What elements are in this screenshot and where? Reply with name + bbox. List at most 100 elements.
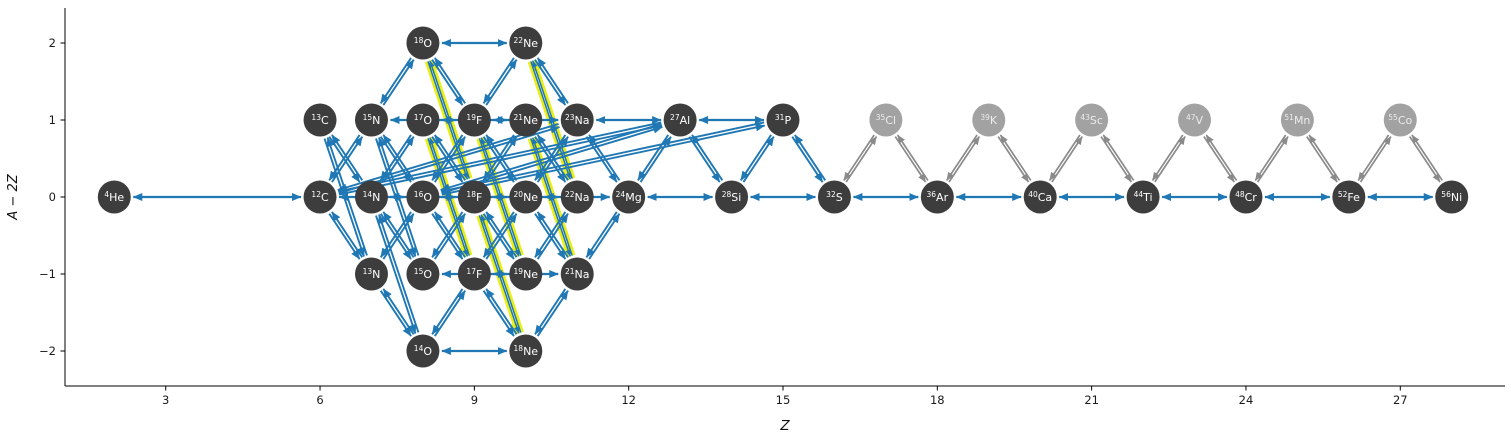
edge-p-capture-F17-Ne18: [485, 288, 518, 335]
nuclide-circle: [1280, 103, 1314, 137]
nuclide-circle: [560, 103, 594, 137]
nuclide-He4: 4He: [97, 180, 131, 214]
nuclide-Ti44: 44Ti: [1126, 180, 1160, 214]
edge-highlight-core-O18-F18: [429, 60, 471, 179]
nuclide-circle: [920, 180, 954, 214]
nuclide-circle: [766, 103, 800, 137]
edge-highlight-core-O17-F17: [427, 138, 469, 257]
nuclide-Na21: 21Na: [560, 257, 594, 291]
nuclide-O15: 15O: [406, 257, 440, 291]
nuclide-Ne18: 18Ne: [509, 334, 543, 368]
edge-highlight-core-O17-F17: [429, 137, 471, 256]
edge-p-capture-P31-S32: [794, 134, 827, 181]
nuclide-Cr48: 48Cr: [1229, 180, 1263, 214]
nuclide-circle: [663, 103, 697, 137]
edge-p-alpha-F19-Ne22: [485, 59, 518, 106]
edge-p-capture-C13-N14: [328, 136, 361, 183]
edge-p-alpha-Na21-Mg24: [585, 211, 618, 258]
nuclide-circle: [457, 180, 491, 214]
edge-highlight-core-F19-Ne19: [480, 137, 522, 256]
nuclide-O18: 18O: [406, 26, 440, 60]
edge-secondary-K39-Ca40: [999, 134, 1032, 181]
nuclide-Ne20: 20Ne: [509, 180, 543, 214]
nuclide-circle: [303, 180, 337, 214]
x-tick-label: 3: [162, 393, 169, 407]
edge-highlight-core-F18-Ne18: [478, 215, 520, 334]
x-tick-label: 24: [1239, 393, 1254, 407]
edge-p-alpha-N15-O18: [382, 59, 415, 106]
nuclide-circle: [509, 180, 543, 214]
edge-p-capture-O16-F17: [434, 211, 466, 258]
edge-highlight-core-F19-Ne19: [478, 138, 520, 257]
edge-secondary-Sc43-Ti44: [1100, 136, 1133, 183]
edge-secondary-Mn51-Fe52: [1308, 134, 1341, 181]
edge-p-capture-Ne21-Na22: [536, 134, 569, 181]
edge-secondary-K39-Ca40: [997, 136, 1030, 183]
nuclide-N13: 13N: [354, 257, 388, 291]
edge-p-alpha-Ne18-Na21: [536, 290, 569, 337]
edge-p-alpha-Ne18-Na21: [534, 288, 567, 335]
edge-secondary-Co55-Ni56: [1411, 134, 1444, 181]
x-axis-label: Z: [779, 418, 790, 434]
nuclide-circle: [972, 103, 1006, 137]
edge-p-alpha-F19-Ne22: [482, 57, 515, 104]
nuclide-Ca40: 40Ca: [1023, 180, 1057, 214]
nuclide-circle: [1435, 180, 1469, 214]
nuclide-circle: [509, 334, 543, 368]
nuclide-circle: [303, 103, 337, 137]
nuclide-P31: 31P: [766, 103, 800, 137]
nuclide-circle: [612, 180, 646, 214]
edge-p-capture-Al27-Si28: [688, 136, 721, 183]
y-tick-label: 0: [49, 190, 56, 204]
nuclide-Mg24: 24Mg: [612, 180, 646, 214]
x-tick-label: 21: [1084, 393, 1099, 407]
nuclide-circle: [406, 180, 440, 214]
nuclide-Na23: 23Na: [560, 103, 594, 137]
nuclide-circle: [560, 180, 594, 214]
edge-highlight-core-Ne22-Na22: [530, 61, 572, 180]
edge-secondary-Ca40-Sc43: [1051, 136, 1083, 183]
nuclide-circle: [869, 103, 903, 137]
edge-secondary-V47-Cr48: [1203, 136, 1235, 183]
edge-secondary-Cl35-Ar36: [896, 134, 929, 181]
nuclide-Ar36: 36Ar: [920, 180, 954, 214]
edge-highlight-core-F18-Ne18: [480, 214, 522, 333]
nuclide-circle: [97, 180, 131, 214]
edge-secondary-S32-Cl35: [845, 136, 878, 183]
edge-p-capture-C12-N13: [331, 211, 364, 258]
edge-secondary-Fe52-Co55: [1357, 134, 1390, 181]
edge-secondary-Cr48-Mn51: [1256, 136, 1289, 183]
edge-secondary-Co55-Ni56: [1408, 136, 1441, 183]
edge-p-capture-P31-S32: [791, 136, 824, 183]
edge-p-alpha-N13-O16: [379, 211, 412, 258]
edge-p-capture-F19-Ne20: [485, 134, 518, 181]
edge-p-alpha-C12-N15: [328, 134, 361, 181]
edge-secondary-Ti44-V47: [1154, 136, 1186, 183]
edge-beta-plus-N14-O14: [378, 214, 420, 333]
edge-p-capture-O18-F19: [434, 57, 466, 104]
edge-highlight-core-Ne22-Na22: [531, 60, 573, 179]
nuclide-Fe52: 52Fe: [1332, 180, 1366, 214]
nuclide-Mn51: 51Mn: [1280, 103, 1314, 137]
x-tick-label: 6: [316, 393, 323, 407]
nuclide-circle: [1126, 180, 1160, 214]
edge-p-alpha-F18-Ne21: [482, 134, 515, 181]
nuclide-circle: [1229, 180, 1263, 214]
edge-p-capture-C13-N14: [331, 134, 364, 181]
nuclide-C13: 13C: [303, 103, 337, 137]
nuclide-Ne19: 19Ne: [509, 257, 543, 291]
y-tick-label: 2: [49, 36, 56, 50]
nuclide-circle: [817, 180, 851, 214]
edge-p-alpha-Mg24-Al27: [637, 134, 670, 181]
nuclide-circle: [354, 103, 388, 137]
nuclide-Si28: 28Si: [715, 180, 749, 214]
nuclide-circle: [509, 103, 543, 137]
nuclide-Na22: 22Na: [560, 180, 594, 214]
edge-highlight-core-Ne21-Na21: [530, 138, 572, 257]
nuclide-Al27: 27Al: [663, 103, 697, 137]
nuclide-O16: 16O: [406, 180, 440, 214]
nuclide-C12: 12C: [303, 180, 337, 214]
nuclide-circle: [406, 26, 440, 60]
edge-secondary-Cl35-Ar36: [894, 136, 927, 183]
